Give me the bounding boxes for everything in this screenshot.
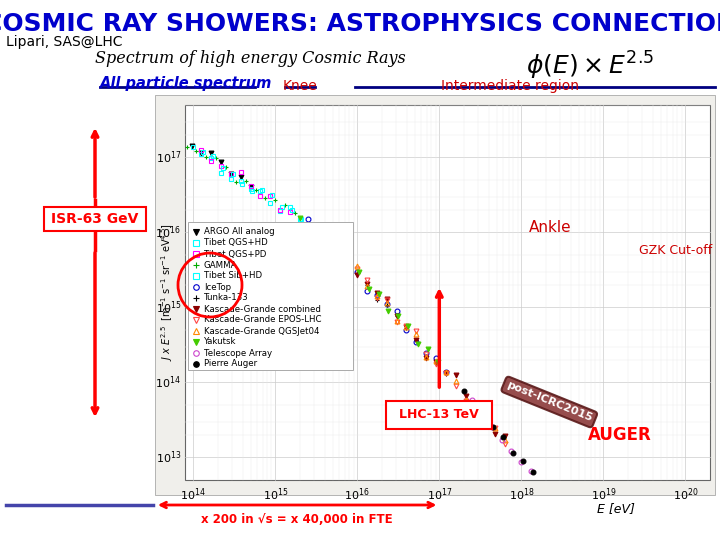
Text: $10^{15}$: $10^{15}$ bbox=[263, 486, 288, 503]
Text: AUGER: AUGER bbox=[588, 426, 652, 444]
Text: $\phi(E) \times E^{2.5}$: $\phi(E) \times E^{2.5}$ bbox=[526, 50, 654, 82]
FancyBboxPatch shape bbox=[44, 207, 146, 231]
Text: Kascade-Grande combined: Kascade-Grande combined bbox=[204, 305, 321, 314]
Text: $10^{14}$: $10^{14}$ bbox=[156, 374, 181, 391]
Text: Kascade-Grande EPOS-LHC: Kascade-Grande EPOS-LHC bbox=[204, 315, 322, 325]
Text: GZK Cut-off: GZK Cut-off bbox=[639, 244, 712, 257]
Text: $10^{20}$: $10^{20}$ bbox=[672, 486, 698, 503]
Text: $10^{17}$: $10^{17}$ bbox=[156, 149, 181, 166]
Text: Lipari, SAS@LHC: Lipari, SAS@LHC bbox=[6, 35, 122, 49]
Bar bbox=[188, 222, 353, 370]
Text: $10^{16}$: $10^{16}$ bbox=[344, 486, 370, 503]
Text: $10^{14}$: $10^{14}$ bbox=[180, 486, 206, 503]
Text: IceTop: IceTop bbox=[204, 282, 231, 292]
Text: $10^{16}$: $10^{16}$ bbox=[156, 224, 181, 241]
Bar bbox=[185, 105, 710, 480]
Text: Kascade-Grande QGSJet04: Kascade-Grande QGSJet04 bbox=[204, 327, 320, 335]
Text: post-ICRC2015: post-ICRC2015 bbox=[505, 380, 593, 424]
Text: Telescope Array: Telescope Array bbox=[204, 348, 272, 357]
Text: GAMMA: GAMMA bbox=[204, 260, 238, 269]
Text: $10^{15}$: $10^{15}$ bbox=[156, 299, 181, 316]
Text: x 200 in √s = x 40,000 in FTE: x 200 in √s = x 40,000 in FTE bbox=[202, 513, 393, 526]
FancyBboxPatch shape bbox=[387, 401, 492, 429]
Text: Spectrum of high energy Cosmic Rays: Spectrum of high energy Cosmic Rays bbox=[95, 50, 406, 67]
Text: Tibet Sib+HD: Tibet Sib+HD bbox=[204, 272, 262, 280]
Text: COSMIC RAY SHOWERS: ASTROPHYSICS CONNECTION: COSMIC RAY SHOWERS: ASTROPHYSICS CONNECT… bbox=[0, 12, 720, 36]
Text: ARGO All analog: ARGO All analog bbox=[204, 227, 274, 237]
Text: Tunka-133: Tunka-133 bbox=[204, 294, 248, 302]
Text: $10^{17}$: $10^{17}$ bbox=[426, 486, 452, 503]
Text: $10^{19}$: $10^{19}$ bbox=[590, 486, 616, 503]
Text: LHC-13 TeV: LHC-13 TeV bbox=[400, 408, 480, 422]
Text: Pierre Auger: Pierre Auger bbox=[204, 360, 257, 368]
Text: All particle spectrum: All particle spectrum bbox=[100, 76, 272, 91]
Text: ISR-63 GeV: ISR-63 GeV bbox=[51, 212, 139, 226]
Text: Knee: Knee bbox=[283, 79, 318, 93]
Bar bbox=[155, 95, 715, 495]
Text: Tibet QGS+HD: Tibet QGS+HD bbox=[204, 239, 268, 247]
Text: E [eV]: E [eV] bbox=[597, 502, 634, 515]
Text: $10^{13}$: $10^{13}$ bbox=[156, 449, 181, 466]
Text: Tibet QGS+PD: Tibet QGS+PD bbox=[204, 249, 266, 259]
Text: Yakutsk: Yakutsk bbox=[204, 338, 236, 347]
Text: Intermediate region: Intermediate region bbox=[441, 79, 579, 93]
Text: Ankle: Ankle bbox=[528, 220, 571, 235]
Text: $10^{18}$: $10^{18}$ bbox=[508, 486, 534, 503]
Text: $J\ x\ E^{2.5}$  [m$^{-1}$ s$^{-1}$ sr$^{-1}$ eV$^{4.5}$]: $J\ x\ E^{2.5}$ [m$^{-1}$ s$^{-1}$ sr$^{… bbox=[159, 224, 175, 361]
